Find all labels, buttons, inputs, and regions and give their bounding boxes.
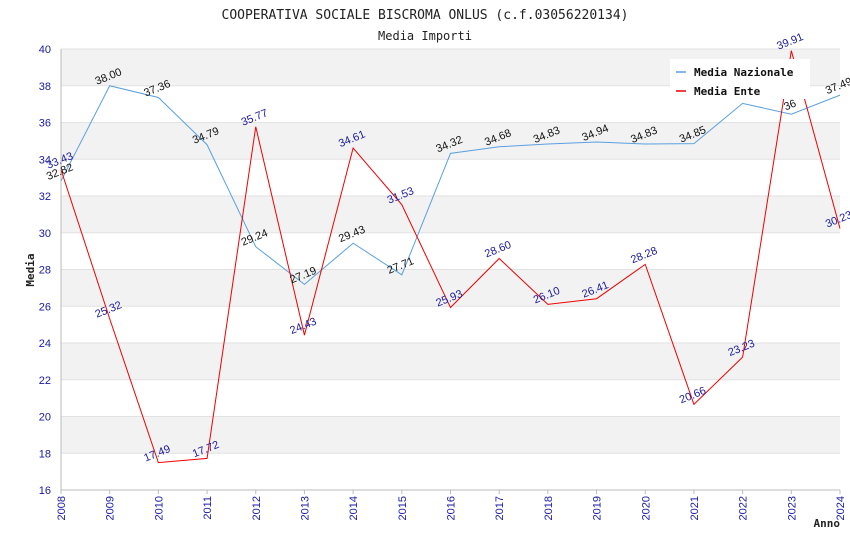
y-axis-ticks: 16 18 20 22 24 26 28 30 32 34 36 38 40 — [39, 44, 51, 497]
y-tick-label: 22 — [39, 375, 51, 387]
legend-entry: Media Ente — [694, 85, 761, 98]
x-tick-label: 2023 — [786, 496, 798, 520]
x-tick-label: 2019 — [592, 496, 604, 520]
x-tick-label: 2009 — [105, 496, 117, 520]
y-tick-label: 28 — [39, 265, 51, 277]
x-axis-ticks: 2008 2009 2010 2011 2012 2013 2014 2015 2016 2017… — [56, 490, 847, 520]
grid-band — [61, 196, 840, 233]
grid-bands — [60, 48, 840, 491]
grid-band — [61, 453, 840, 490]
y-tick-label: 18 — [39, 448, 51, 460]
grid-band — [61, 343, 840, 380]
x-tick-label: 2011 — [202, 496, 214, 520]
x-tick-label: 2008 — [56, 496, 68, 520]
x-tick-label: 2014 — [348, 496, 360, 520]
legend-box — [670, 59, 810, 99]
grid-band — [61, 416, 840, 454]
data-label-nazionale: 36 — [782, 98, 798, 114]
grid-band — [61, 232, 840, 270]
x-axis-label: Anno — [814, 517, 841, 530]
x-tick-label: 2018 — [543, 496, 555, 520]
x-tick-label: 2017 — [494, 496, 506, 520]
grid-band — [61, 269, 840, 307]
y-tick-label: 26 — [39, 301, 51, 313]
x-tick-label: 2015 — [397, 496, 409, 520]
series-line-media-nazionale — [60, 85, 841, 286]
chart-title: COOPERATIVA SOCIALE BISCROMA ONLUS (c.f.… — [222, 8, 629, 23]
y-tick-label: 24 — [39, 338, 51, 350]
x-tick-label: 2012 — [251, 496, 263, 520]
y-tick-label: 20 — [39, 412, 51, 424]
y-tick-label: 40 — [39, 44, 51, 56]
x-tick-label: 2020 — [640, 496, 652, 520]
y-tick-label: 34 — [39, 154, 51, 166]
series-line-media-ente — [60, 50, 841, 464]
x-tick-label: 2013 — [299, 496, 311, 520]
y-tick-label: 38 — [39, 81, 51, 93]
grid-band — [61, 379, 840, 417]
series-lines — [60, 50, 841, 464]
y-tick-label: 30 — [39, 228, 51, 240]
x-tick-label: 2022 — [738, 496, 750, 520]
legend-entry: Media Nazionale — [694, 66, 794, 79]
y-tick-label: 36 — [39, 118, 51, 130]
x-tick-label: 2021 — [689, 496, 701, 520]
y-tick-label: 32 — [39, 191, 51, 203]
chart-subtitle: Media Importi — [378, 29, 472, 43]
x-tick-label: 2016 — [446, 496, 458, 520]
x-tick-label: 2024 — [835, 496, 847, 520]
grid-band — [61, 306, 840, 343]
legend: Media Nazionale Media Ente — [670, 59, 810, 99]
x-tick-label: 2010 — [153, 496, 165, 520]
y-axis-label: Media — [24, 253, 37, 286]
grid-band — [61, 159, 840, 196]
y-tick-label: 16 — [39, 485, 51, 497]
